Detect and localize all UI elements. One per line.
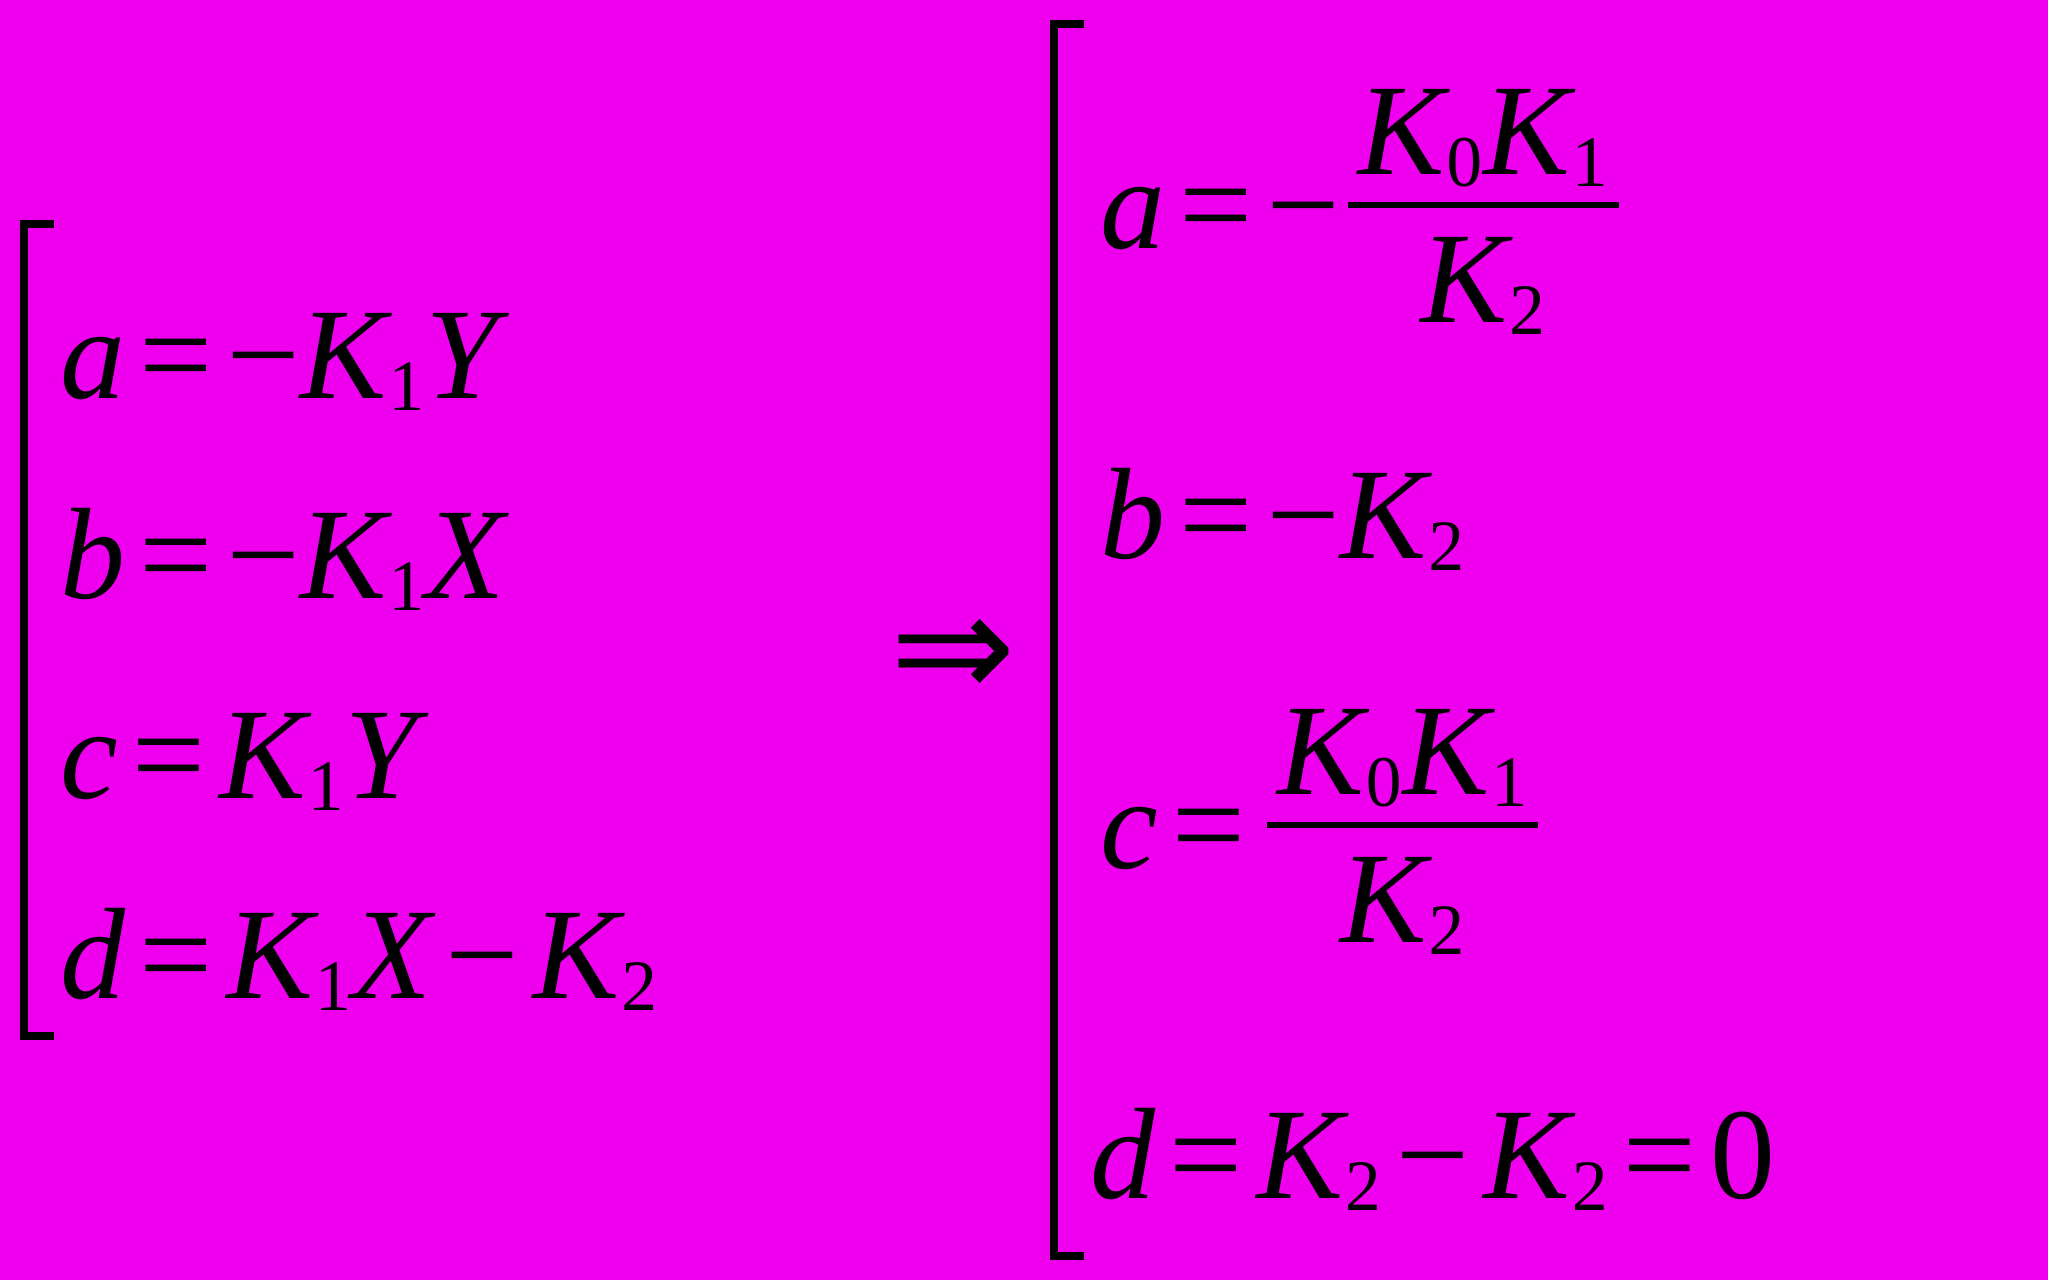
sym-K: K [1340, 440, 1427, 590]
sub-1: 1 [1491, 747, 1527, 819]
right-eq-3: c = K 0 K 1 K 2 [1100, 680, 1546, 970]
sym-Y: Y [345, 680, 417, 830]
sub-0: 0 [1366, 747, 1402, 819]
sym-K: K [533, 880, 620, 1030]
sym-K: K [1403, 686, 1490, 816]
sym-K: K [226, 880, 313, 1030]
sym-K: K [1483, 1080, 1570, 1230]
sym-K: K [300, 480, 387, 630]
left-eq-1: a = − K 1 Y [60, 280, 497, 430]
sub-0: 0 [1446, 127, 1482, 199]
right-bracket [1050, 20, 1100, 1260]
left-eq-3: c = K 1 Y [60, 680, 417, 830]
equation-canvas: a = − K 1 Y b = − K 1 X c = K 1 Y d = K … [0, 0, 2048, 1280]
equals: = [1623, 1080, 1696, 1230]
sym-X: X [352, 880, 431, 1030]
fraction: K 0 K 1 K 2 [1267, 680, 1538, 970]
sub-2: 2 [1428, 895, 1464, 967]
minus: − [445, 880, 518, 1030]
var-a: a [1100, 130, 1165, 280]
sub-2: 2 [1509, 275, 1545, 347]
sub-1: 1 [388, 346, 424, 428]
var-c: c [60, 680, 118, 830]
sub-2: 2 [1572, 1146, 1608, 1228]
right-eq-1: a = − K 0 K 1 K 2 [1100, 60, 1627, 350]
sym-Y: Y [425, 280, 497, 430]
sym-K: K [1420, 214, 1507, 344]
sub-1: 1 [1572, 127, 1608, 199]
sym-K: K [1277, 686, 1364, 816]
left-eq-2: b = − K 1 X [60, 480, 505, 630]
arrow-icon: ⇒ [890, 560, 1016, 734]
equals: = [139, 280, 212, 430]
minus: − [1266, 440, 1339, 590]
sub-2: 2 [1345, 1146, 1381, 1228]
sym-K: K [1483, 66, 1570, 196]
sym-K: K [1256, 1080, 1343, 1230]
zero: 0 [1710, 1080, 1775, 1230]
sym-K: K [1340, 834, 1427, 964]
implies-arrow: ⇒ [890, 560, 1016, 734]
fraction: K 0 K 1 K 2 [1348, 60, 1619, 350]
minus: − [1396, 1080, 1469, 1230]
minus: − [1266, 130, 1339, 280]
var-b: b [60, 480, 125, 630]
equals: = [1179, 440, 1252, 590]
right-eq-4: d = K 2 − K 2 = 0 [1090, 1080, 1775, 1230]
var-c: c [1100, 750, 1158, 900]
var-d: d [60, 880, 125, 1030]
equals: = [1169, 1080, 1242, 1230]
numerator: K 0 K 1 [1267, 680, 1538, 822]
var-b: b [1100, 440, 1165, 590]
sub-1: 1 [388, 546, 424, 628]
left-eq-4: d = K 1 X − K 2 [60, 880, 658, 1030]
var-d: d [1090, 1080, 1155, 1230]
sym-K: K [219, 680, 306, 830]
sub-1: 1 [315, 946, 351, 1028]
right-eq-2: b = − K 2 [1100, 440, 1465, 590]
equals: = [139, 480, 212, 630]
sym-K: K [300, 280, 387, 430]
denominator: K 2 [1410, 208, 1555, 350]
var-a: a [60, 280, 125, 430]
equals: = [139, 880, 212, 1030]
numerator: K 0 K 1 [1348, 60, 1619, 202]
sub-2: 2 [1428, 506, 1464, 588]
sym-K: K [1358, 66, 1445, 196]
equals: = [1179, 130, 1252, 280]
sub-1: 1 [308, 746, 344, 828]
denominator: K 2 [1330, 828, 1475, 970]
equals: = [132, 680, 205, 830]
minus: − [226, 480, 299, 630]
sub-2: 2 [621, 946, 657, 1028]
sym-X: X [425, 480, 504, 630]
equals: = [1172, 750, 1245, 900]
minus: − [226, 280, 299, 430]
